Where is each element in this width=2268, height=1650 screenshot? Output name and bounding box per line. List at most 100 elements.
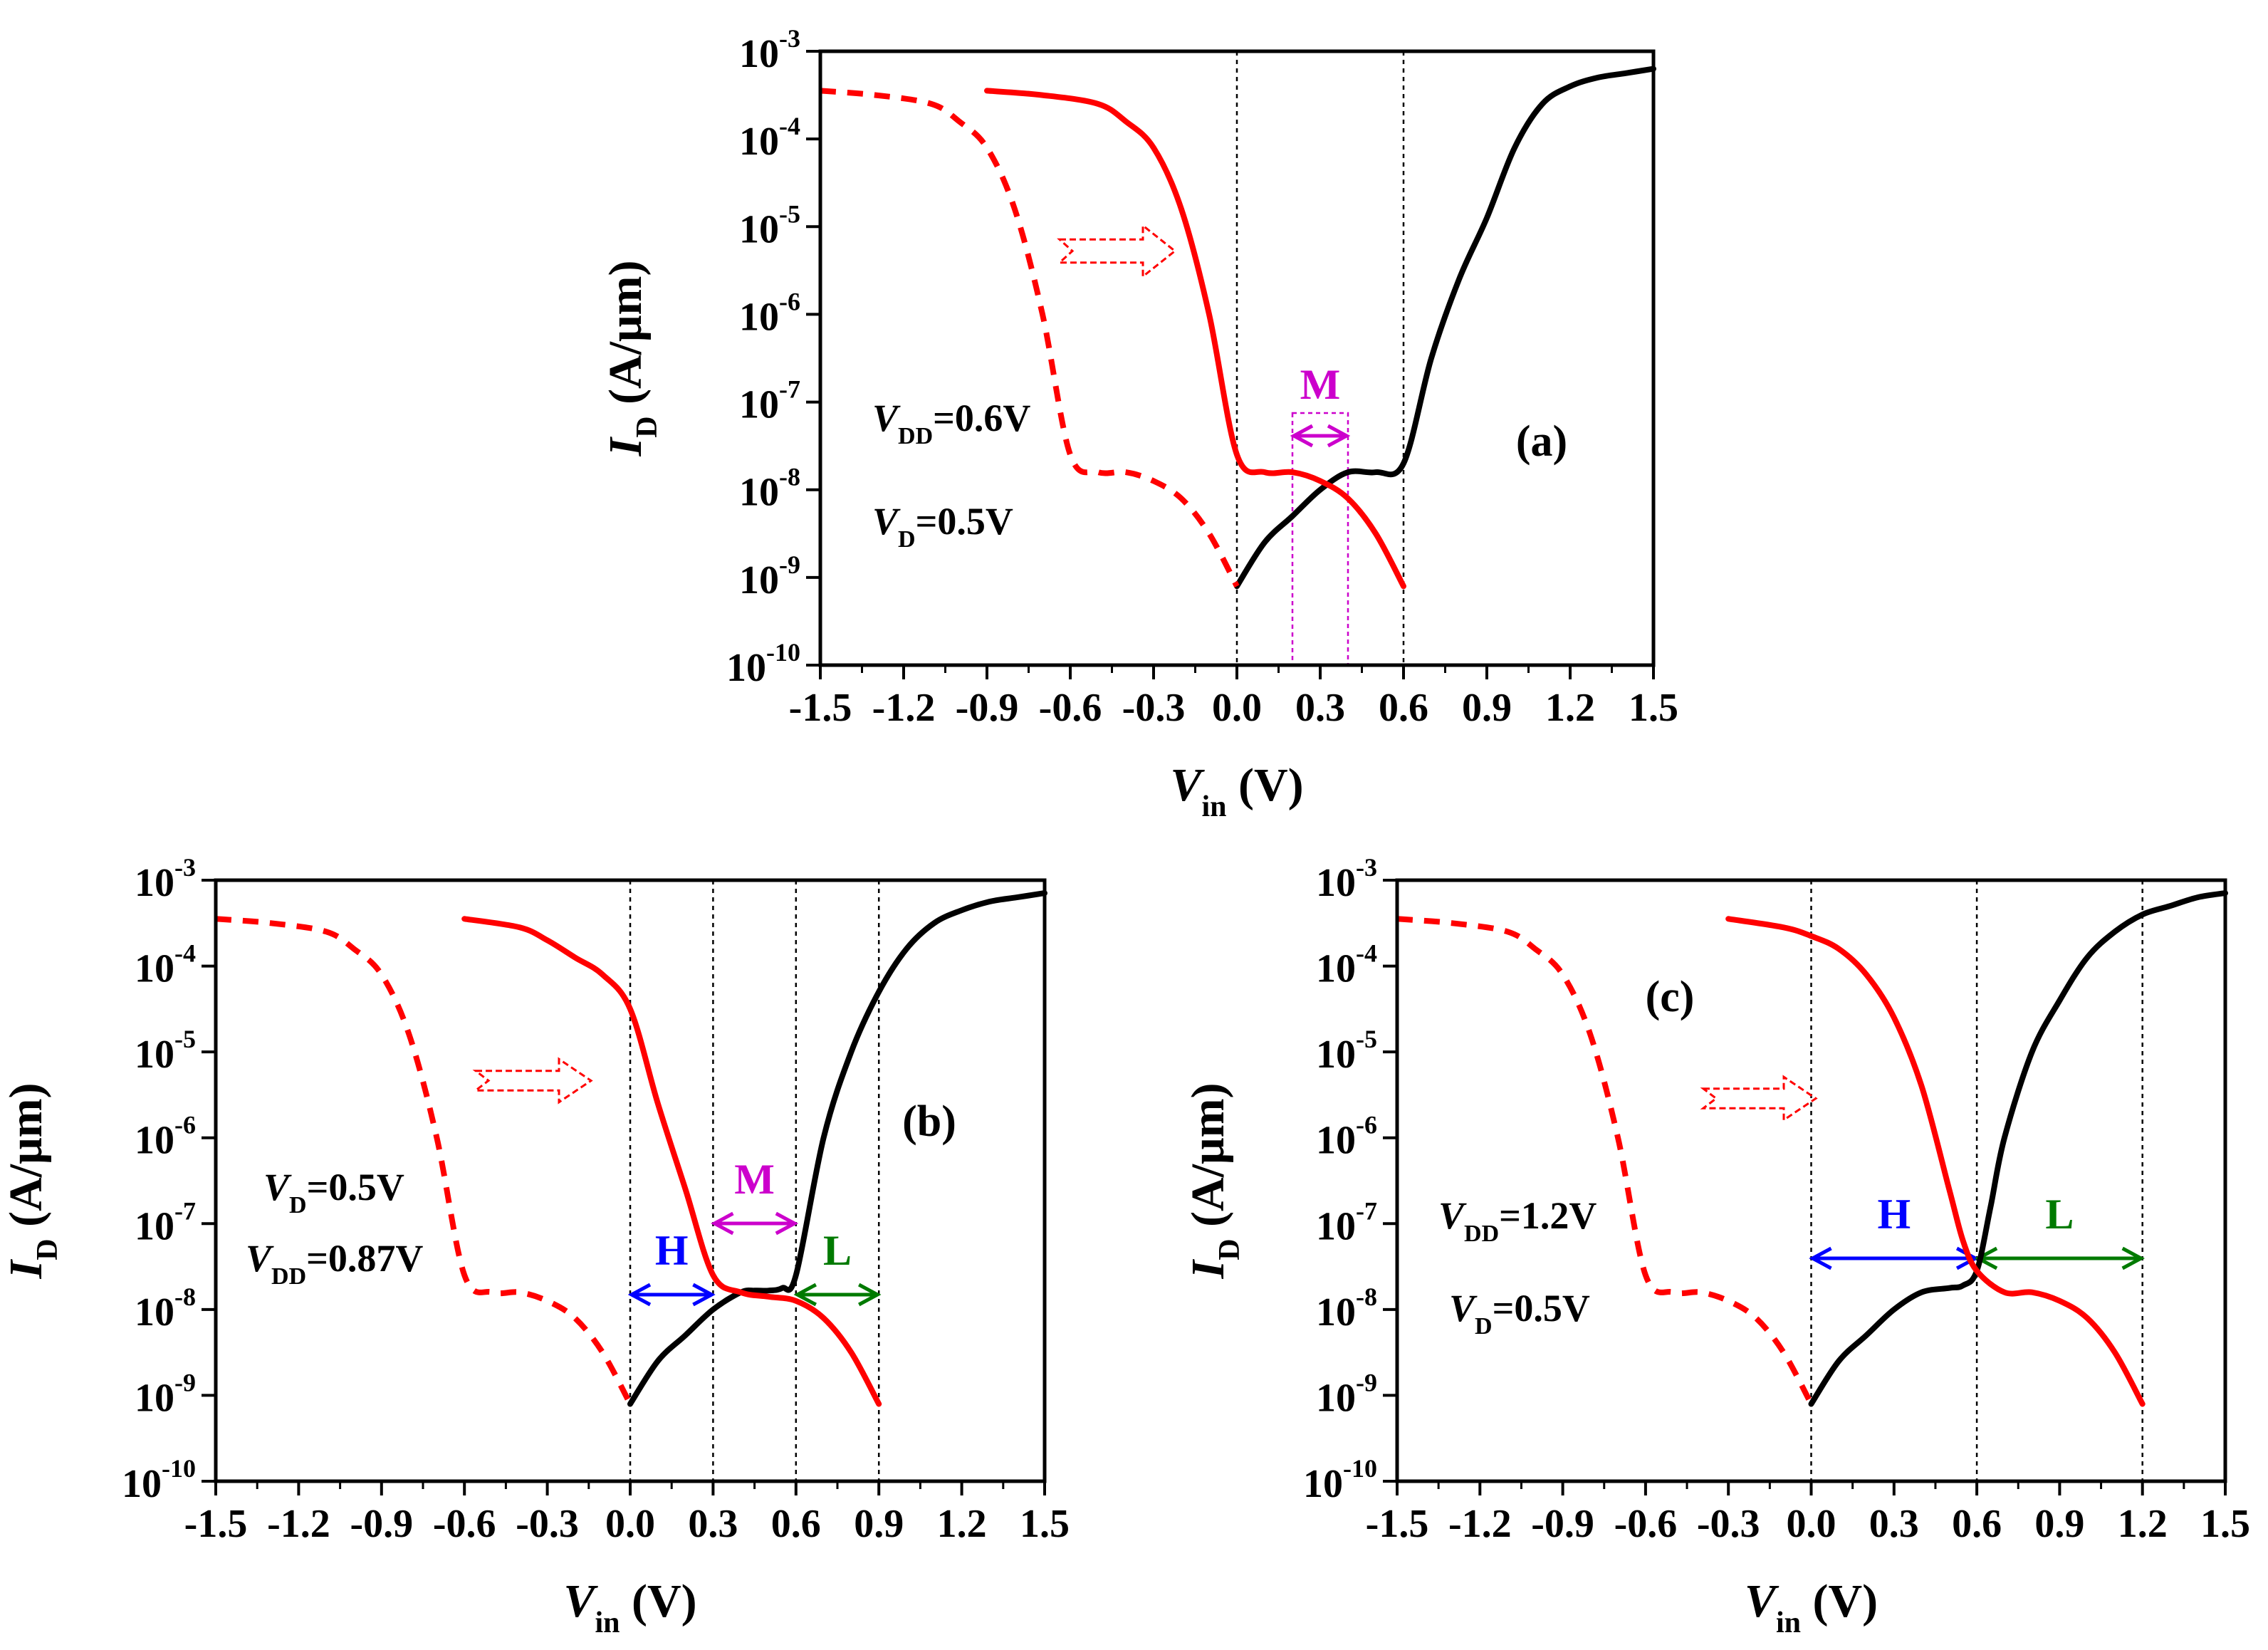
region-arrow-H [1809,1246,1980,1270]
annotation-d: VD=0.5V [263,1166,404,1218]
x-tick-label: -0.6 [1039,686,1102,730]
annotation-dd: VDD=0.6V [872,397,1030,449]
x-tick-label: 0.9 [1462,686,1512,730]
panel-label: (b) [902,1097,956,1146]
region-label-L: L [823,1227,852,1274]
x-tick-label: -1.5 [184,1502,248,1546]
x-tick-label: 0.9 [2034,1502,2084,1546]
y-tick-label: 10-3 [739,24,800,76]
x-tick-label: -1.2 [1448,1502,1512,1546]
region-arrow-H-head-left [1809,1246,1832,1270]
region-arrow-M-head-right [1327,424,1351,448]
x-tick-label: 1.2 [937,1502,987,1546]
shift-arrow-icon [1700,1075,1818,1122]
y-tick-label: 10-3 [1316,853,1377,905]
annotation-d: VD=0.5V [872,500,1013,553]
series-red-solid [984,88,1406,590]
y-tick-label: 10-6 [135,1111,196,1163]
x-tick-label: 1.5 [2200,1502,2250,1546]
annotation-dd: VDD=1.2V [1438,1194,1597,1247]
x-tick-label: -0.6 [1614,1502,1678,1546]
panel-label: (a) [1516,417,1567,466]
y-tick-label: 10-4 [135,939,196,991]
region-arrow-L [1974,1246,2145,1270]
region-arrow-M-head-right [775,1211,799,1236]
x-tick-label: 0.3 [688,1502,738,1546]
series-red-dashed [1396,916,1814,1406]
y-tick-label: 10-7 [739,375,800,427]
region-arrow-M-head-left [1290,424,1314,448]
y-tick-label: 10-6 [739,287,800,339]
chart-panel-a: M -1.5 -1.2 -0.9 -0.6 -0.3 0.0 0.3 0.6 0.9 1.2 1.5 1… [600,24,1678,823]
x-tick-label: -1.5 [789,686,852,730]
x-tick-label: 1.5 [1020,1502,1070,1546]
region-arrow-L-head-left [793,1283,817,1307]
y-axis-label: ID (A/μm) [0,1083,64,1280]
region-label-M: M [734,1156,775,1203]
region-arrow-L-head-right [858,1283,882,1307]
x-axis-label: Vin (V) [1170,759,1303,823]
region-label-L: L [2045,1191,2074,1238]
y-tick-label: 10-5 [135,1025,196,1077]
x-tick-label: -0.9 [1531,1502,1594,1546]
y-tick-label: 10-10 [726,638,800,690]
region-arrow-L-head-right [2121,1246,2145,1270]
series-red-solid [1725,916,2146,1407]
x-tick-label: -0.9 [956,686,1019,730]
series-red-dashed [820,88,1240,588]
region-arrow-L [793,1283,882,1307]
series-black-solid [1234,66,1656,590]
annotation-d: VD=0.5V [1449,1287,1590,1340]
annotation-dd: VDD=0.87V [246,1237,423,1290]
x-tick-label: -0.3 [1697,1502,1760,1546]
x-tick-label: 0.0 [1787,1502,1836,1546]
y-tick-label: 10-8 [1316,1283,1377,1335]
x-tick-label: 0.0 [1212,686,1262,730]
y-tick-label: 10-5 [1316,1025,1377,1077]
y-tick-label: 10-6 [1316,1111,1377,1163]
y-tick-label: 10-9 [1316,1368,1377,1420]
x-tick-label: -1.5 [1366,1502,1429,1546]
y-tick-label: 10-3 [135,853,196,905]
x-tick-label: -0.6 [433,1502,496,1546]
x-tick-label: 0.3 [1869,1502,1919,1546]
y-tick-label: 10-7 [135,1196,196,1248]
region-arrow-M [711,1211,799,1236]
region-arrow-H-head-left [627,1283,652,1307]
y-axis-label: ID (A/μm) [600,261,664,457]
x-tick-label: -0.9 [350,1502,413,1546]
region-label-M: M [1300,361,1341,408]
y-axis-label: ID (A/μm) [1182,1083,1246,1280]
y-tick-label: 10-4 [739,112,800,164]
x-tick-label: 0.9 [854,1502,904,1546]
y-tick-label: 10-10 [122,1454,196,1506]
region-box-M [1291,412,1349,667]
region-arrow-M [1290,424,1351,448]
x-axis-label: Vin (V) [1745,1575,1878,1639]
chart-panel-c: H L -1.5 -1.2 -0.9 -0.6 -0.3 0.0 0.3 0.6 0.9 1.2 1.5… [1182,853,2250,1639]
y-tick-label: 10-8 [739,463,800,515]
region-label-H: H [655,1227,689,1274]
x-tick-label: 0.6 [1952,1502,2002,1546]
panel-label: (c) [1646,973,1695,1021]
series-red-dashed [215,916,633,1406]
x-tick-label: -0.3 [1122,686,1186,730]
x-tick-label: 0.6 [1379,686,1428,730]
y-tick-label: 10-7 [1316,1196,1377,1248]
y-tick-label: 10-9 [739,550,800,602]
x-tick-label: 0.6 [771,1502,821,1546]
x-tick-label: -0.3 [516,1502,579,1546]
region-label-H: H [1877,1191,1911,1238]
shift-arrow-icon [472,1057,593,1105]
x-axis-label: Vin (V) [563,1575,696,1639]
y-tick-label: 10-4 [1316,939,1377,991]
x-tick-label: 1.2 [1545,686,1595,730]
region-arrow-M-head-left [711,1211,734,1236]
series-black-solid [627,890,1047,1407]
x-tick-label: 1.5 [1629,686,1678,730]
region-arrow-H [627,1283,716,1307]
y-tick-label: 10-10 [1303,1454,1377,1506]
x-tick-label: 0.3 [1295,686,1345,730]
series-red-solid [461,916,882,1407]
